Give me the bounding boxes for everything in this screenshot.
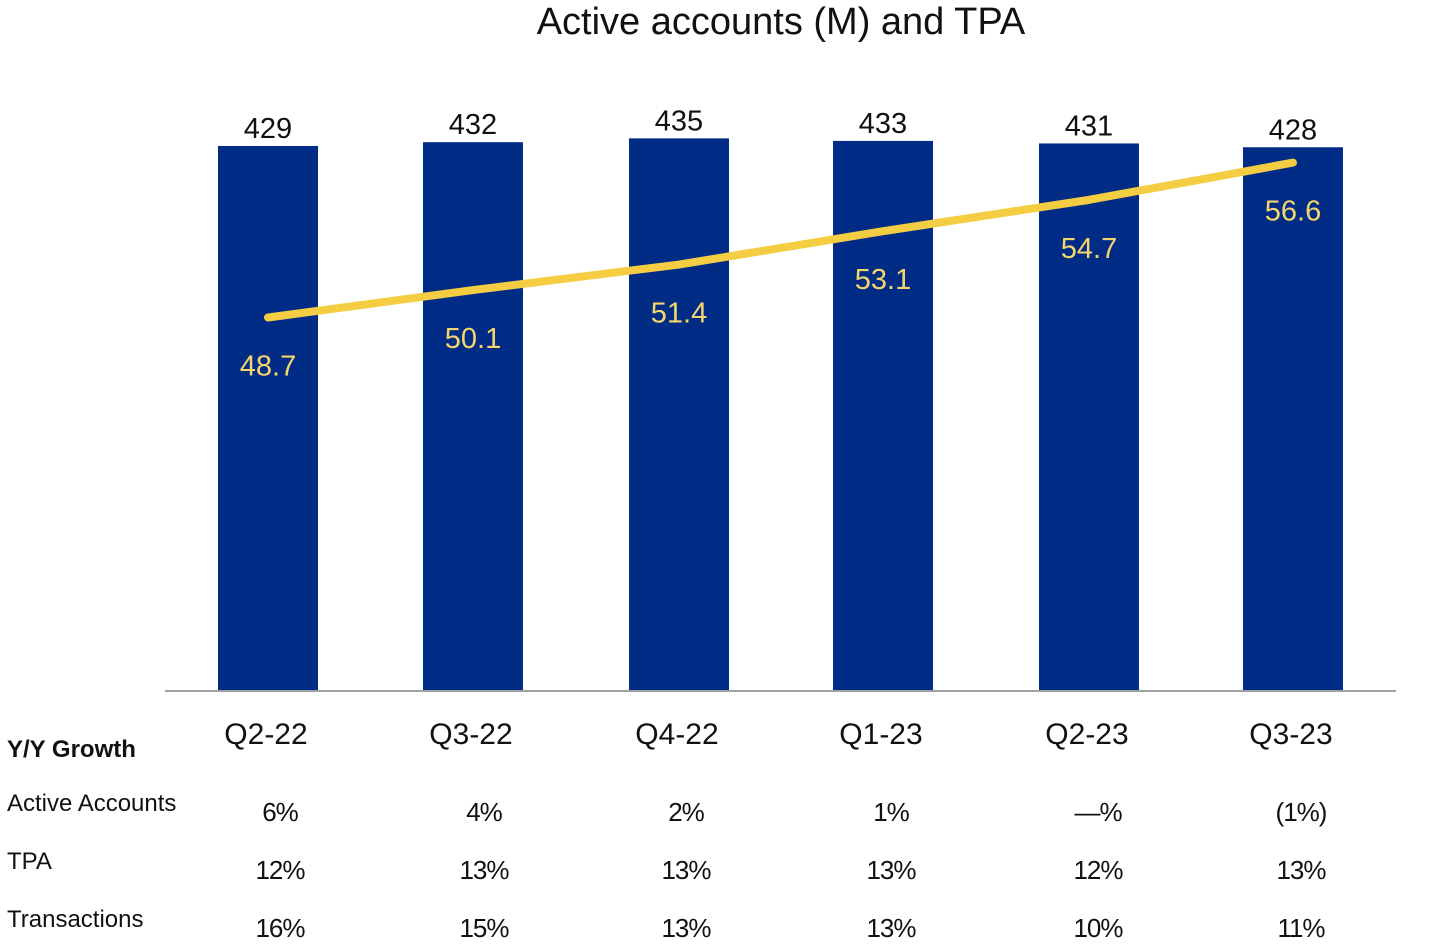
tpa-value-label: 50.1 — [445, 323, 501, 355]
x-tick-label: Q3-23 — [1249, 718, 1332, 751]
chart-title: Active accounts (M) and TPA — [536, 1, 1026, 43]
x-tick-label: Q3-22 — [429, 718, 512, 751]
tpa-value-label: 51.4 — [651, 298, 707, 330]
table-header: Y/Y Growth — [7, 736, 136, 763]
x-tick-label: Q1-23 — [839, 718, 922, 751]
table-cell: 11% — [1277, 913, 1325, 943]
table-cell: 2% — [668, 797, 705, 827]
table-cell: 13% — [459, 855, 509, 885]
x-tick-label: Q2-23 — [1045, 718, 1128, 751]
bar-value-label: 433 — [859, 108, 907, 140]
table-cell: 13% — [866, 913, 916, 943]
bar — [629, 138, 729, 690]
table-cell: 13% — [661, 913, 711, 943]
table-cell: (1%) — [1275, 797, 1328, 827]
tpa-line — [264, 158, 1297, 322]
tpa-value-label: 54.7 — [1061, 233, 1117, 265]
table-cell: —% — [1074, 797, 1122, 827]
table-cell: 16% — [255, 913, 305, 943]
bar-value-label: 432 — [449, 109, 497, 141]
table-cell: 10% — [1073, 913, 1123, 943]
table-cell: 4% — [466, 797, 503, 827]
bar — [218, 145, 318, 691]
tpa-value-label: 56.6 — [1265, 196, 1321, 228]
table-cell: 1% — [873, 797, 910, 827]
tpa-value-label: 53.1 — [855, 264, 911, 296]
x-tick-label: Q4-22 — [635, 718, 718, 751]
table-cell: 13% — [661, 855, 711, 885]
table-cell: 13% — [1276, 855, 1326, 885]
bar-value-label: 435 — [655, 105, 703, 137]
bar-value-label: 429 — [244, 113, 292, 145]
bar-value-label: 428 — [1269, 114, 1317, 146]
bar-value-label: 431 — [1065, 110, 1113, 142]
bar — [1243, 147, 1343, 690]
bar — [423, 142, 523, 690]
table-cell: 13% — [866, 855, 916, 885]
table-cell: 15% — [459, 913, 509, 943]
table-cell: 12% — [255, 855, 305, 885]
table-cell: 6% — [262, 797, 299, 827]
bar — [1039, 143, 1139, 690]
tpa-value-label: 48.7 — [240, 351, 296, 383]
row-label: TPA — [7, 848, 52, 875]
x-tick-label: Q2-22 — [224, 718, 307, 751]
table-cell: 12% — [1073, 855, 1123, 885]
row-label: Transactions — [7, 906, 144, 933]
row-label: Active Accounts — [7, 790, 177, 817]
